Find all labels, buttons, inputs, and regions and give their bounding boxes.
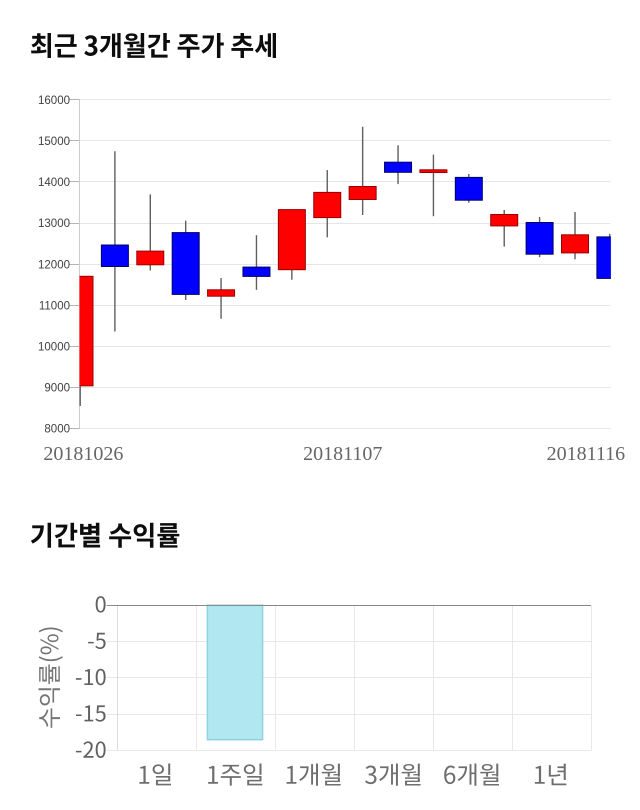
svg-text:20181107: 20181107 bbox=[303, 443, 382, 465]
svg-text:9000: 9000 bbox=[44, 383, 70, 395]
svg-text:8000: 8000 bbox=[44, 424, 70, 436]
svg-text:20181026: 20181026 bbox=[43, 443, 123, 465]
svg-text:14000: 14000 bbox=[38, 177, 70, 189]
svg-text:13000: 13000 bbox=[38, 218, 70, 230]
svg-text:15000: 15000 bbox=[38, 136, 70, 148]
svg-text:20181116: 20181116 bbox=[547, 443, 626, 465]
svg-text:11000: 11000 bbox=[39, 300, 70, 312]
svg-text:12000: 12000 bbox=[38, 259, 70, 271]
svg-text:10000: 10000 bbox=[38, 341, 70, 353]
svg-text:16000: 16000 bbox=[38, 95, 70, 107]
